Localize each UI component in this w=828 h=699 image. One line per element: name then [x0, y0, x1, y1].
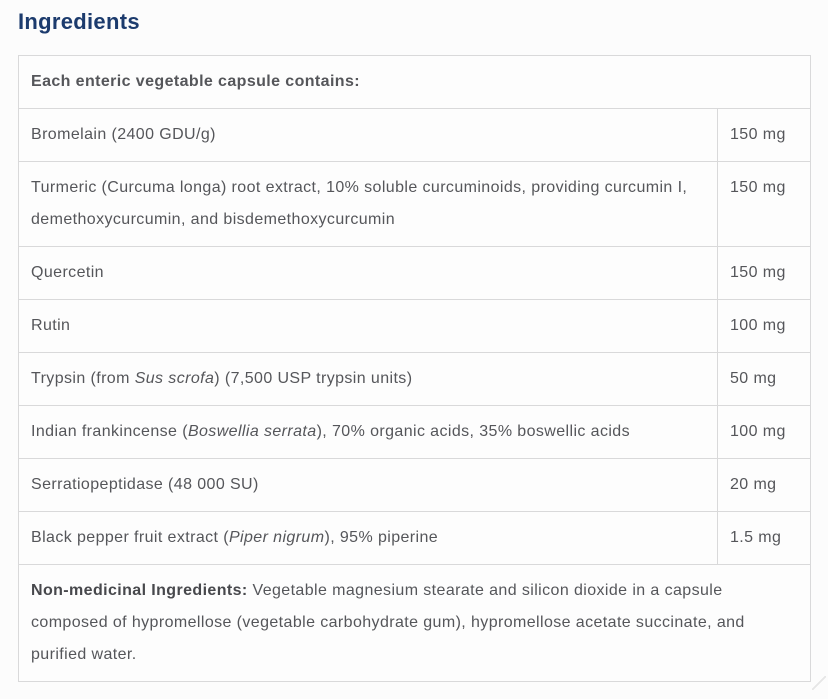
table-row: Black pepper fruit extract (Piper nigrum…	[18, 511, 812, 565]
ingredient-name-text: ) (7,500 USP trypsin units)	[214, 370, 413, 387]
non-medicinal-text: Vegetable magnesium stearate and silicon…	[31, 582, 745, 663]
table-row: Bromelain (2400 GDU/g) 150 mg	[18, 108, 812, 162]
ingredient-name-text: Indian frankincense (	[31, 423, 188, 440]
resize-handle-icon[interactable]	[812, 676, 826, 690]
ingredient-amount-cell: 20 mg	[716, 458, 812, 512]
table-footer-row: Non-medicinal Ingredients: Vegetable mag…	[17, 564, 812, 682]
ingredient-name-cell: Rutin	[18, 299, 718, 353]
ingredient-name-cell: Indian frankincense (Boswellia serrata),…	[18, 405, 718, 459]
non-medicinal-ingredients-cell: Non-medicinal Ingredients: Vegetable mag…	[17, 564, 812, 682]
ingredient-name-cell: Trypsin (from Sus scrofa) (7,500 USP try…	[18, 352, 718, 406]
table-header-cell: Each enteric vegetable capsule contains:	[17, 55, 812, 109]
ingredients-table-body: Bromelain (2400 GDU/g) 150 mg Turmeric (Cu…	[18, 108, 812, 565]
ingredient-amount-cell: 50 mg	[716, 352, 812, 406]
ingredient-amount-cell: 1.5 mg	[716, 511, 812, 565]
ingredient-name-cell: Turmeric (Curcuma longa) root extract, 1…	[18, 161, 718, 247]
ingredient-name-cell: Black pepper fruit extract (Piper nigrum…	[18, 511, 718, 565]
non-medicinal-label: Non-medicinal Ingredients:	[31, 582, 248, 599]
page-title: Ingredients	[18, 9, 140, 34]
latin-name-italic: Sus scrofa	[134, 370, 215, 387]
latin-name-italic: Boswellia serrata	[187, 423, 317, 440]
ingredient-name-text: ), 70% organic acids, 35% boswellic acid…	[316, 423, 631, 440]
ingredient-name-text: Turmeric (Curcuma longa) root extract, 1…	[31, 179, 688, 228]
ingredient-name-text: ), 95% piperine	[324, 529, 439, 546]
ingredient-name-cell: Serratiopeptidase (48 000 SU)	[18, 458, 718, 512]
ingredient-amount-cell: 100 mg	[716, 405, 812, 459]
ingredient-amount-cell: 150 mg	[716, 246, 812, 300]
table-header-row: Each enteric vegetable capsule contains:	[17, 55, 812, 109]
ingredient-name-text: Quercetin	[31, 264, 104, 281]
ingredient-amount-cell: 150 mg	[716, 161, 812, 247]
table-row: Turmeric (Curcuma longa) root extract, 1…	[18, 161, 812, 247]
ingredient-name-text: Trypsin (from	[31, 370, 135, 387]
ingredient-amount-cell: 100 mg	[716, 299, 812, 353]
ingredient-name-text: Serratiopeptidase (48 000 SU)	[31, 476, 259, 493]
ingredient-name-cell: Bromelain (2400 GDU/g)	[18, 108, 718, 162]
ingredient-amount-cell: 150 mg	[716, 108, 812, 162]
table-row: Quercetin 150 mg	[18, 246, 812, 300]
ingredient-name-text: Bromelain (2400 GDU/g)	[31, 126, 216, 143]
content-area: Ingredients Each enteric vegetable capsu…	[17, 9, 812, 682]
ingredient-name-text: Rutin	[31, 317, 71, 334]
table-row: Trypsin (from Sus scrofa) (7,500 USP try…	[18, 352, 812, 406]
ingredient-name-cell: Quercetin	[18, 246, 718, 300]
ingredient-name-text: Black pepper fruit extract (	[31, 529, 229, 546]
latin-name-italic: Piper nigrum	[228, 529, 325, 546]
table-row: Rutin 100 mg	[18, 299, 812, 353]
table-row: Serratiopeptidase (48 000 SU) 20 mg	[18, 458, 812, 512]
ingredients-table: Each enteric vegetable capsule contains:…	[17, 55, 812, 682]
table-row: Indian frankincense (Boswellia serrata),…	[18, 405, 812, 459]
